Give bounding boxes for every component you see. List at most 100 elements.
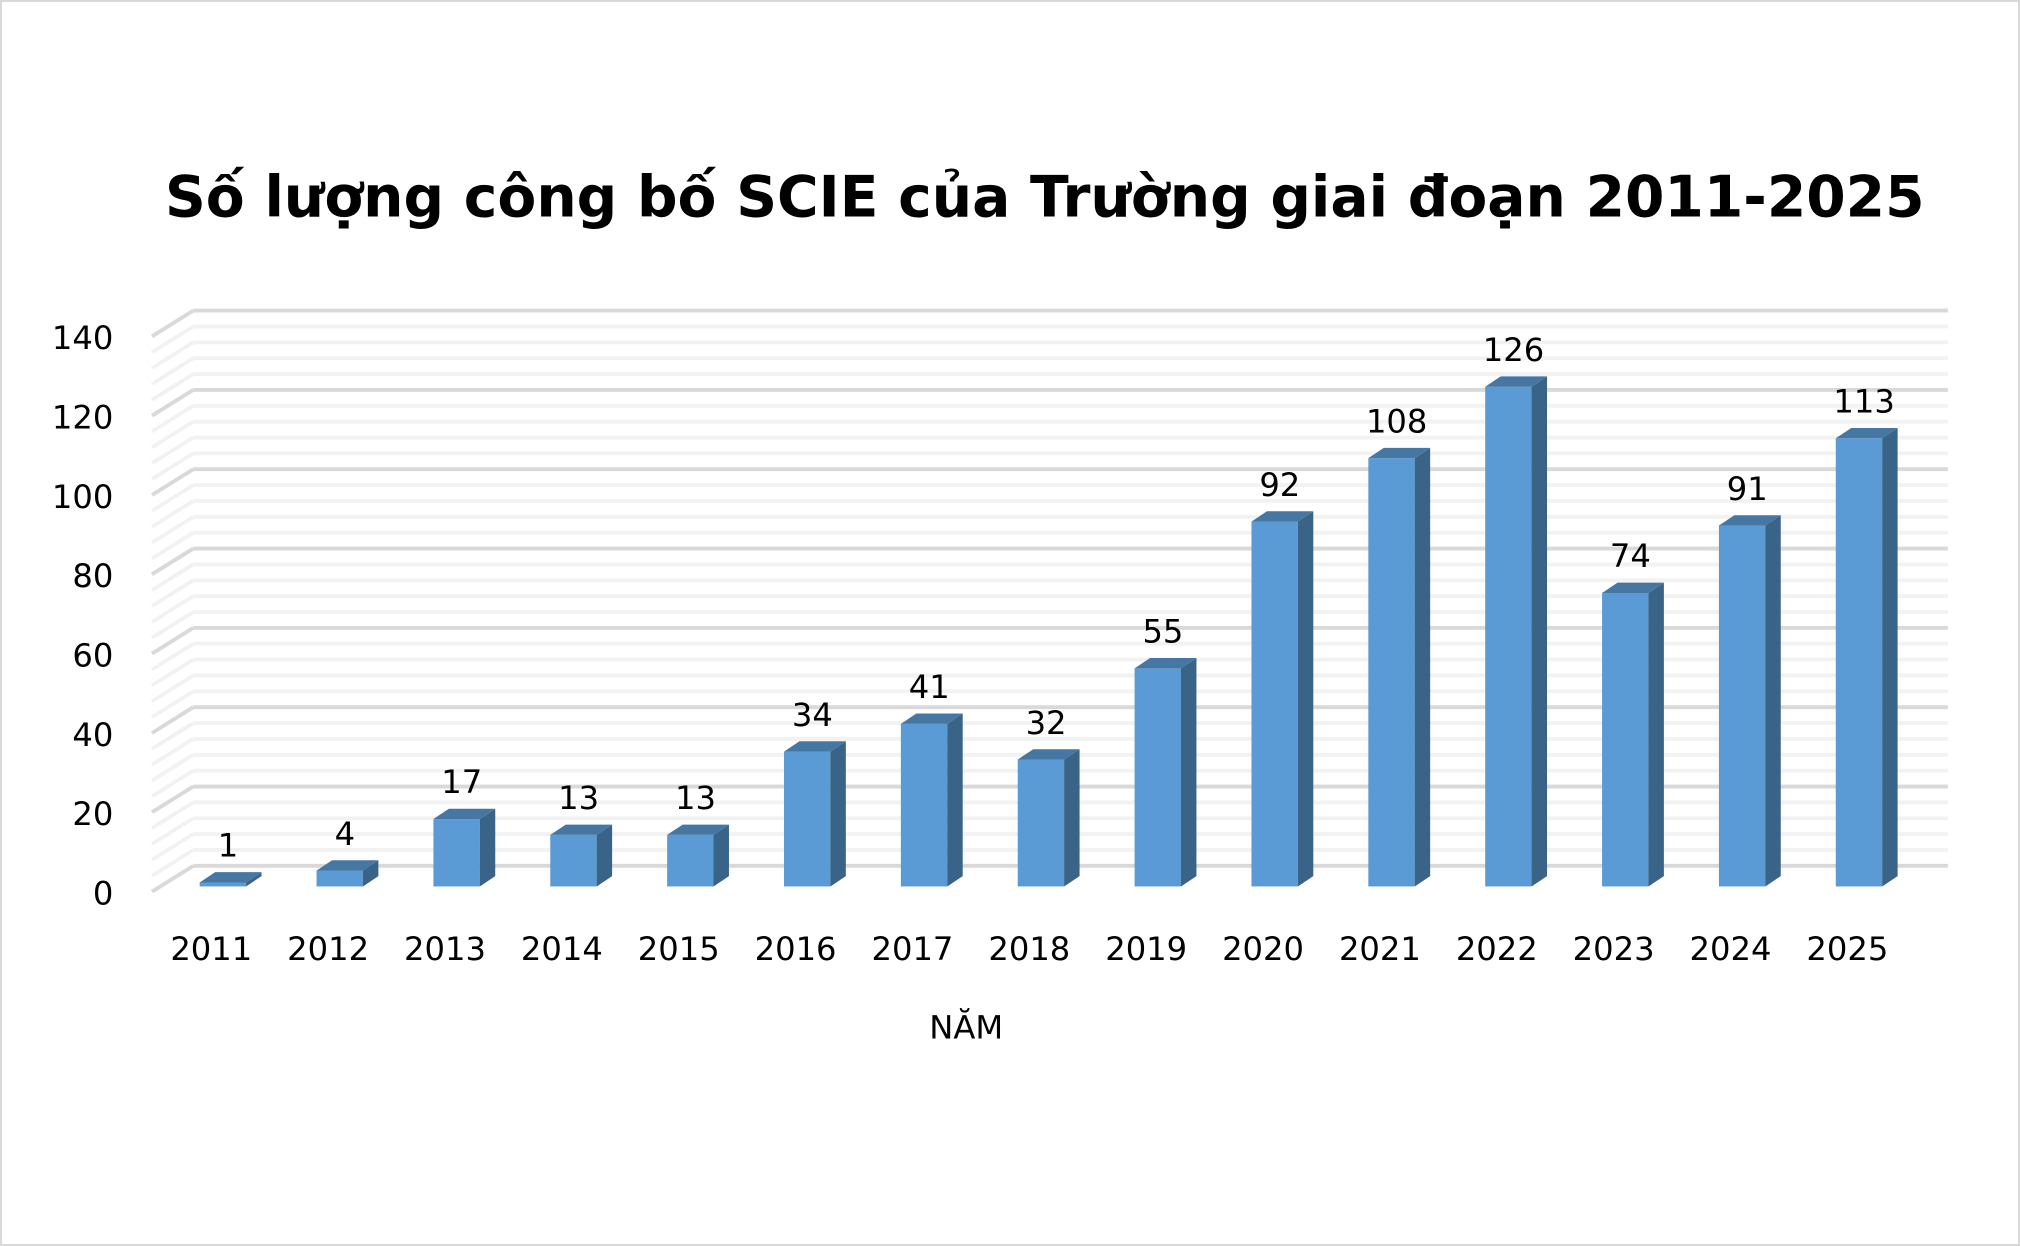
bar-front (667, 834, 714, 887)
x-tick-label: 2011 (170, 930, 252, 968)
y-tick-label: 140 (52, 319, 113, 357)
bar-side (1064, 749, 1080, 887)
x-tick-label: 2016 (755, 930, 837, 968)
gridline-side-minor (150, 578, 195, 608)
y-tick-label: 100 (52, 478, 113, 516)
gridline-side-minor (150, 848, 195, 878)
bar-2011: 1 (199, 827, 262, 887)
bar-side (1414, 447, 1431, 887)
gridline-side-minor (150, 673, 195, 703)
data-label: 108 (1366, 402, 1427, 440)
data-label: 92 (1259, 466, 1300, 504)
data-label: 34 (792, 696, 833, 734)
bar-top (1485, 376, 1548, 387)
gridline-side-minor (150, 356, 195, 386)
y-tick-label: 40 (72, 716, 113, 754)
bar-side (1765, 515, 1781, 887)
x-axis-label: NĂM (929, 1007, 1003, 1046)
bar-2017: 41 (900, 668, 963, 887)
bar-top (1251, 511, 1314, 522)
bar-2022: 126 (1483, 331, 1548, 887)
gridline-side-major (150, 864, 195, 894)
y-tick-label: 60 (72, 637, 113, 675)
bar-2025: 113 (1833, 383, 1898, 887)
gridline-side-major (150, 626, 195, 656)
bar-2015: 13 (667, 779, 729, 887)
bar-top (1602, 582, 1664, 593)
gridline-side-minor (150, 420, 195, 450)
bar-top (1017, 749, 1080, 760)
y-tick-label: 120 (52, 399, 113, 437)
y-tick-label: 80 (72, 557, 113, 595)
bar-side (1531, 376, 1548, 887)
y-axis-ticks: 0 20 40 60 80 100 120 140 (52, 319, 113, 912)
gridline-side-minor (150, 689, 195, 719)
gridline-side-minor (150, 642, 195, 672)
bar-2019: 55 (1134, 613, 1197, 887)
bar-2012: 4 (316, 815, 379, 887)
bar-2013: 17 (433, 763, 496, 887)
bar-top (199, 872, 262, 883)
bar-side (246, 872, 262, 887)
x-tick-label: 2024 (1690, 930, 1772, 968)
y-tick-label: 0 (93, 874, 113, 912)
data-label: 1 (218, 827, 238, 865)
gridline-side-minor (150, 324, 195, 354)
bar-top (433, 808, 496, 820)
bar-front (550, 834, 597, 887)
data-label: 74 (1610, 537, 1651, 575)
bar-2018: 32 (1017, 704, 1080, 887)
x-tick-label: 2025 (1806, 930, 1888, 968)
x-tick-label: 2020 (1222, 930, 1304, 968)
chart-title: Số lượng công bố SCIE của Trường giai đo… (165, 165, 1925, 231)
gridline-side-minor (150, 832, 195, 862)
data-label: 91 (1727, 470, 1768, 508)
bar-top (784, 741, 846, 752)
gridline-side-major (150, 388, 195, 418)
gridline-side-minor (150, 404, 195, 434)
bar-2023: 74 (1602, 537, 1664, 887)
bar-top (1835, 427, 1898, 439)
bar-2016: 34 (784, 696, 846, 887)
gridline-side-minor (150, 499, 195, 529)
bar-top (900, 713, 963, 724)
data-label: 55 (1142, 613, 1183, 651)
gridline-side-minor (150, 372, 195, 402)
bar-front (433, 819, 480, 887)
x-tick-label: 2017 (871, 930, 953, 968)
gridline-side-major (150, 546, 195, 576)
x-tick-label: 2023 (1573, 930, 1655, 968)
bar-top (667, 824, 729, 835)
bar-side (1648, 582, 1664, 887)
gridline-side-minor (150, 451, 195, 481)
data-label: 13 (675, 779, 716, 817)
bar-front (1718, 525, 1766, 887)
bar-side (596, 824, 613, 887)
bar-top (1134, 658, 1197, 669)
gridline-side-minor (150, 610, 195, 640)
x-tick-label: 2014 (521, 930, 603, 968)
bar-front (199, 882, 247, 887)
bar-2020: 92 (1251, 466, 1314, 887)
data-label: 41 (909, 668, 950, 706)
bar-side (947, 713, 963, 887)
bar-side (1882, 427, 1898, 887)
bar-front (1251, 521, 1298, 887)
gridline-side-minor (150, 562, 195, 592)
gridline-side-minor (150, 800, 195, 830)
bar-side (830, 741, 846, 887)
bar-side (1297, 511, 1314, 887)
bar-top (1718, 515, 1781, 526)
bar-front (1134, 668, 1181, 887)
x-tick-label: 2013 (404, 930, 486, 968)
y-tick-label: 20 (72, 795, 113, 833)
gridline-side-minor (150, 769, 195, 799)
bar-side (1180, 658, 1197, 887)
gridline-side-minor (150, 435, 195, 465)
gridline-side-minor (150, 816, 195, 846)
gridline-side-minor (150, 657, 195, 688)
bar-side (479, 808, 496, 887)
data-label: 17 (441, 763, 482, 801)
x-tick-label: 2012 (287, 930, 369, 968)
bar-2024: 91 (1718, 470, 1781, 887)
